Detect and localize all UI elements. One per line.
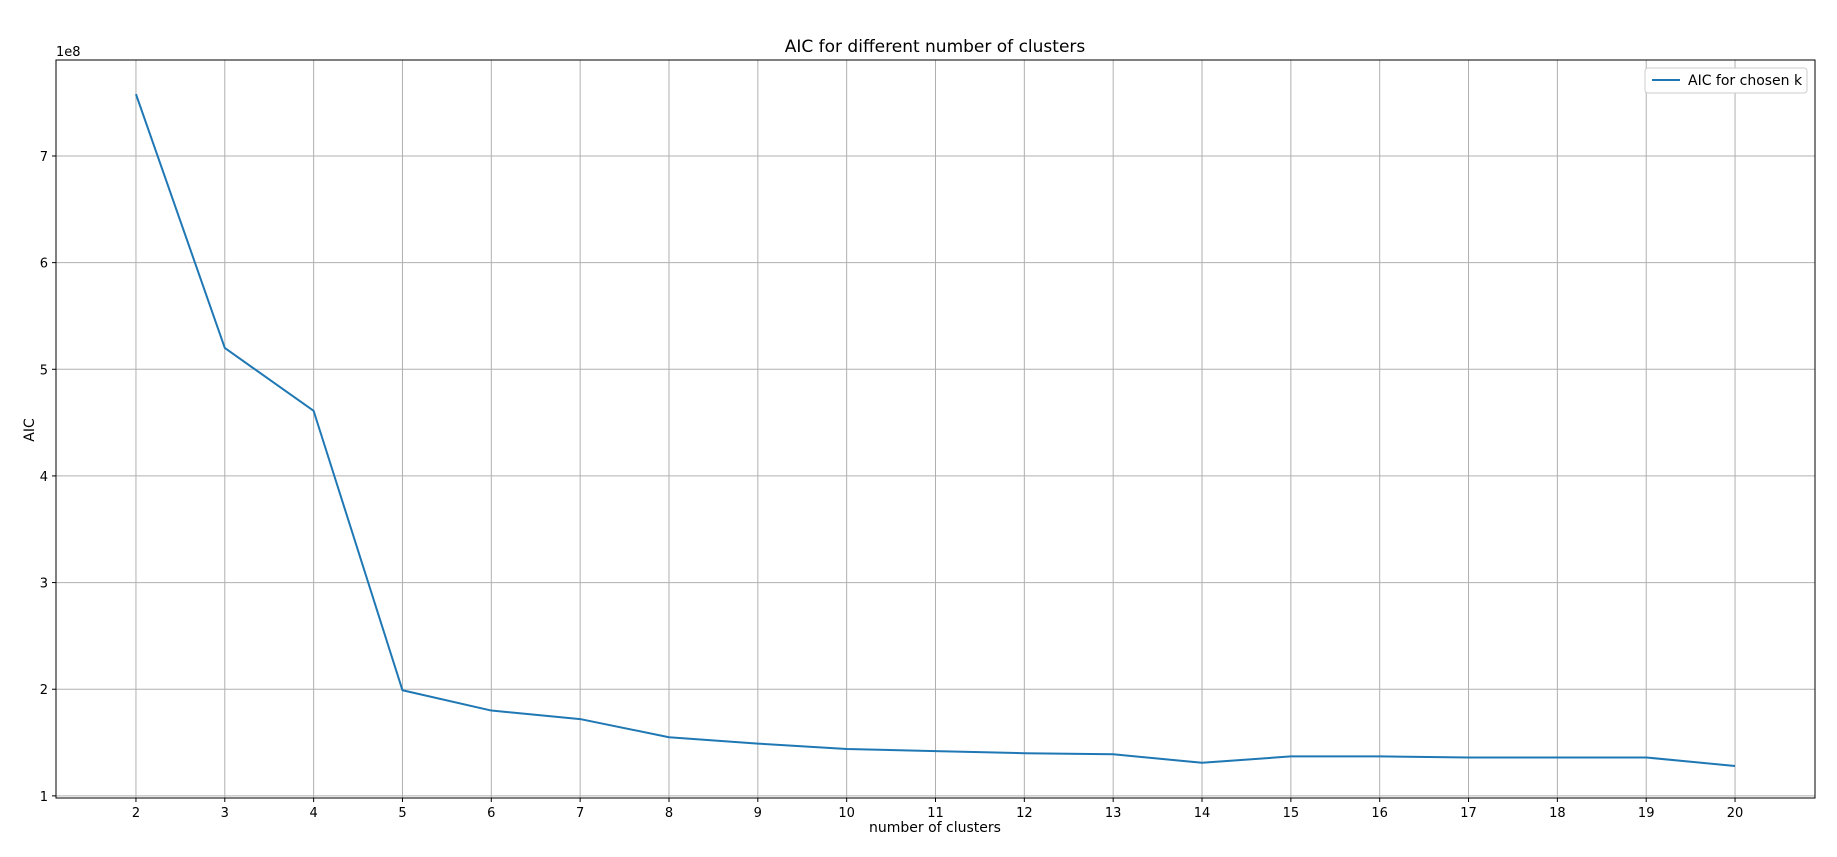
- series-line-aic: [135, 93, 1736, 768]
- chart-title: AIC for different number of clusters: [785, 37, 1086, 57]
- y-tick-label-2: 2: [40, 683, 48, 698]
- plot-area-frame: [55, 59, 1816, 799]
- x-tick-label-17: 17: [1460, 806, 1477, 821]
- x-tick-label-14: 14: [1194, 806, 1211, 821]
- x-tick-label-9: 9: [754, 806, 762, 821]
- legend-box: [1644, 67, 1808, 94]
- y-tick-label-7: 7: [40, 150, 48, 165]
- x-tick-label-19: 19: [1638, 806, 1655, 821]
- x-tick-label-7: 7: [576, 806, 584, 821]
- y-tick-label-3: 3: [40, 577, 48, 592]
- x-tick-label-8: 8: [665, 806, 673, 821]
- x-tick-label-10: 10: [838, 806, 855, 821]
- x-tick-label-11: 11: [927, 806, 944, 821]
- y-tick-label-6: 6: [40, 257, 48, 272]
- x-tick-label-15: 15: [1283, 806, 1300, 821]
- series-layer: [135, 93, 1736, 768]
- x-tick-label-12: 12: [1016, 806, 1033, 821]
- x-tick-label-16: 16: [1371, 806, 1388, 821]
- legend: AIC for chosen k: [1644, 67, 1808, 94]
- grid: [56, 60, 1815, 798]
- y-axis-title: AIC: [22, 418, 38, 442]
- x-tick-label-4: 4: [309, 806, 317, 821]
- x-tick-label-2: 2: [132, 806, 140, 821]
- x-tick-label-5: 5: [398, 806, 406, 821]
- y-offset-label: 1e8: [56, 45, 81, 60]
- x-tick-label-18: 18: [1549, 806, 1566, 821]
- y-tick-label-4: 4: [40, 470, 48, 485]
- x-axis-title: number of clusters: [869, 820, 1001, 836]
- x-tick-label-3: 3: [221, 806, 229, 821]
- x-tick-label-20: 20: [1727, 806, 1744, 821]
- x-tick-label-13: 13: [1105, 806, 1122, 821]
- y-tick-label-1: 1: [40, 790, 48, 805]
- y-tick-label-5: 5: [40, 363, 48, 378]
- legend-label-aic: AIC for chosen k: [1688, 73, 1803, 89]
- x-tick-label-6: 6: [487, 806, 495, 821]
